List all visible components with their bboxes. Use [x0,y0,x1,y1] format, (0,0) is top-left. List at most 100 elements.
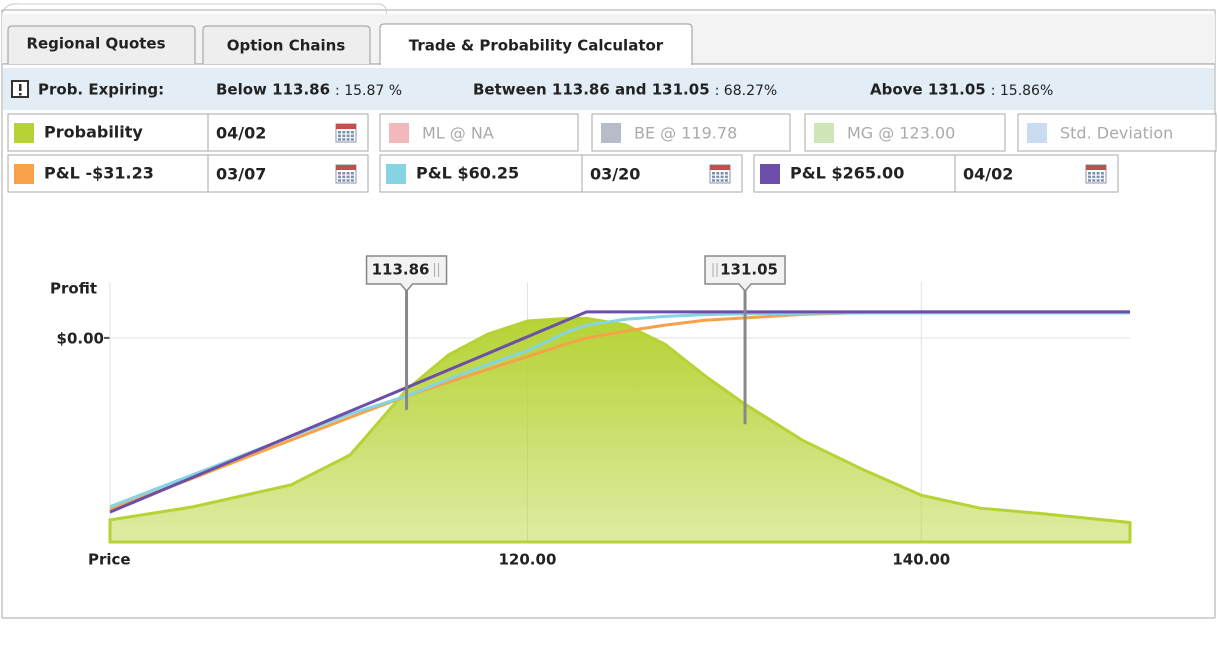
legend-box[interactable] [379,113,579,152]
legend-date[interactable]: 04/02 [216,124,266,143]
pnl-line [109,310,1130,514]
calendar-cell [1100,172,1104,175]
legend-swatch [386,164,406,184]
calendar-cell [720,179,724,182]
calendar-cell [346,175,350,179]
calendar-cell [338,172,341,175]
legend-swatch [14,123,34,143]
prob-range: Below 113.86 [216,81,330,99]
legend-box[interactable] [379,154,583,193]
calendar-cell [1092,172,1096,175]
legend-box[interactable] [1017,113,1217,152]
tab-label[interactable]: Trade & Probability Calculator [409,37,664,55]
legend-swatch [14,164,34,184]
legend-box[interactable] [804,113,1006,152]
calendar-cell [716,175,720,179]
legend-date[interactable]: 03/07 [216,165,266,184]
prob-range: Above 131.05 [870,81,986,99]
calendar-cell [350,134,354,138]
tab-active[interactable] [379,23,693,65]
prob-value: : 15.86% [991,83,1054,99]
range-handle[interactable] [704,255,786,293]
calendar-cell [346,138,350,141]
calendar-icon-top [1086,165,1106,170]
indicator-label: MG @ 123.00 [847,124,955,143]
calendar-cell [342,138,346,141]
indicator-label: BE @ 119.78 [634,124,737,143]
legend-box[interactable] [7,113,209,152]
top-edge [1,3,387,17]
calendar-icon-top [710,165,730,170]
calendar-cell [338,175,341,179]
calendar-cell [724,179,728,182]
calendar-cell [724,172,728,175]
calendar-cell [338,179,341,182]
info-icon-mark [19,84,22,91]
y-axis-label: Profit [50,280,97,298]
calendar-cell [338,131,341,134]
indicator-swatch [814,123,834,143]
probability-area [108,316,1132,544]
calendar-cell [350,172,354,175]
calendar-cell [350,138,354,141]
calendar-cell [342,134,346,138]
prob-range: Between 113.86 and 131.05 [473,81,710,99]
legend-label: P&L $60.25 [416,164,519,183]
calendar-cell [724,175,728,179]
calendar-cell [1088,172,1091,175]
calendar-cell [1096,175,1100,179]
range-label: 113.86 [372,261,430,279]
calendar-cell [342,172,346,175]
x-axis-label: Price [88,551,131,569]
legend-box[interactable] [753,154,956,193]
calendar-cell [346,131,350,134]
calendar-cell [342,131,346,134]
legend-box[interactable] [7,154,209,193]
calendar-cell [1100,179,1104,182]
calendar-cell [1092,179,1096,182]
indicator-swatch [389,123,409,143]
calendar-cell [716,179,720,182]
calendar-cell [346,134,350,138]
calendar-cell [350,175,354,179]
calendar-icon-top [336,124,356,129]
x-tick-label: 140.00 [892,551,950,569]
legend-date[interactable]: 03/20 [590,165,640,184]
calendar-icon-top [336,165,356,170]
calendar-cell [1096,179,1100,182]
range-label: 131.05 [720,261,778,279]
range-handle[interactable] [365,255,448,293]
y-tick-label: $0.00 [57,329,104,347]
tab[interactable] [7,25,196,64]
calendar-cell [1096,172,1100,175]
calendar-cell [720,175,724,179]
calendar-cell [712,175,715,179]
calendar-cell [1088,175,1091,179]
prob-label: Prob. Expiring: [38,81,164,99]
tab-label[interactable]: Regional Quotes [26,35,165,53]
calendar-cell [350,179,354,182]
indicator-label: ML @ NA [422,124,494,143]
calendar-cell [346,179,350,182]
calendar-cell [346,172,350,175]
legend-box[interactable] [591,113,791,152]
calendar-cell [342,175,346,179]
x-tick-label: 120.00 [499,551,557,569]
legend-label: P&L -$31.23 [44,164,154,183]
tab[interactable] [202,25,371,64]
calendar-cell [712,179,715,182]
indicator-swatch [1027,123,1047,143]
indicator-swatch [601,123,621,143]
calendar-cell [1100,175,1104,179]
legend-date[interactable]: 04/02 [963,165,1013,184]
calendar-cell [338,138,341,141]
prob-value: : 15.87 % [335,83,402,99]
legend-swatch [760,164,780,184]
calendar-cell [1092,175,1096,179]
calendar-cell [712,172,715,175]
calendar-cell [350,131,354,134]
indicator-label: Std. Deviation [1060,124,1173,143]
tab-label[interactable]: Option Chains [227,37,346,55]
calendar-cell [1088,179,1091,182]
